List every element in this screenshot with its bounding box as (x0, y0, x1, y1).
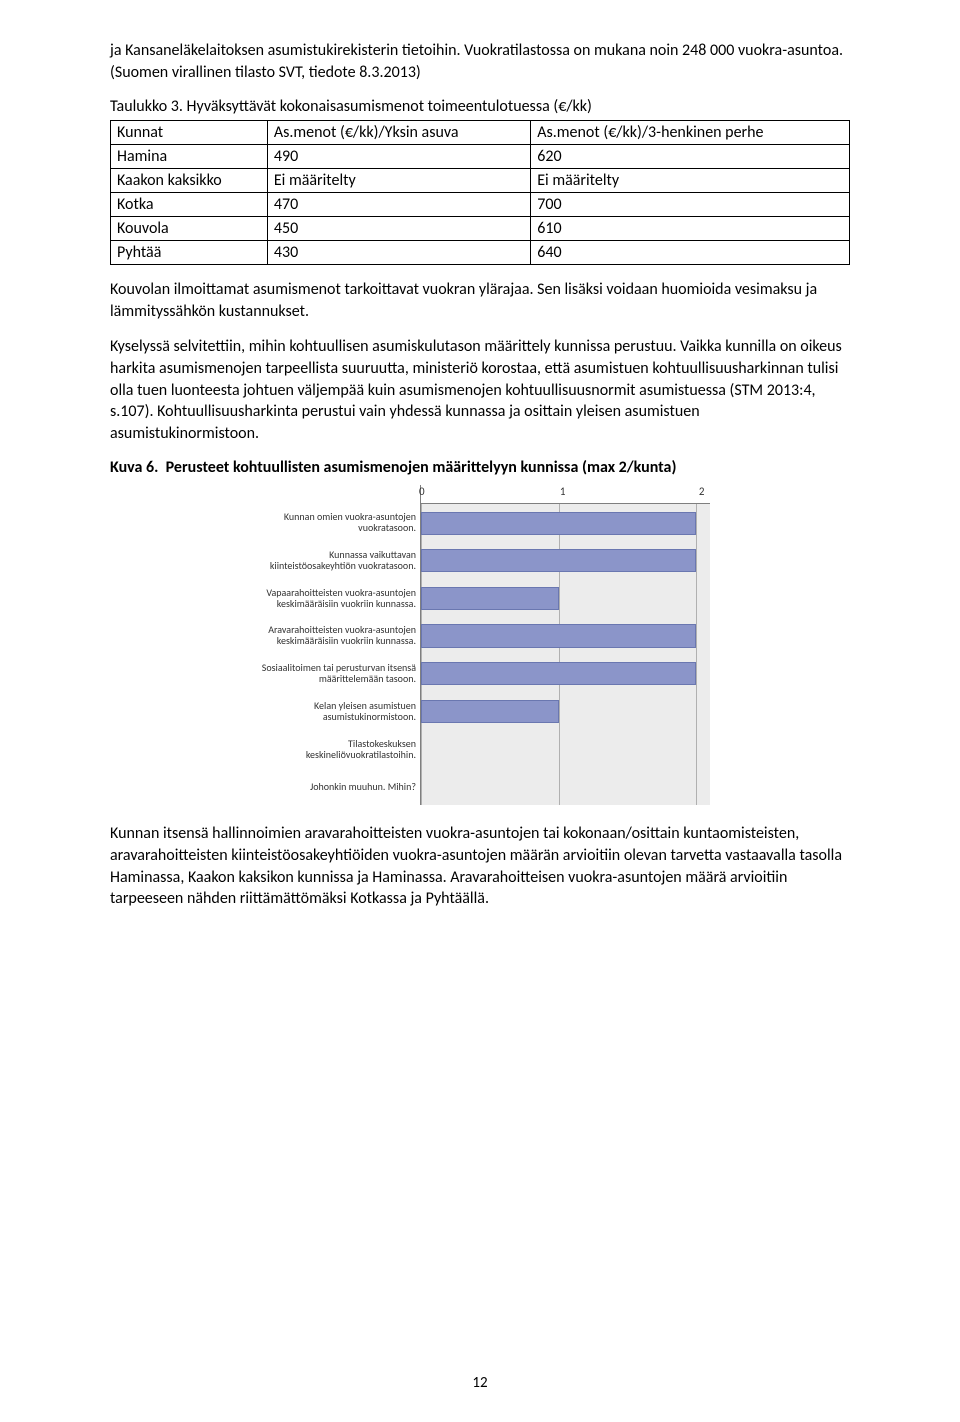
table-cell: Ei määritelty (267, 169, 530, 193)
table-cell: Hamina (111, 145, 268, 169)
table-cell: Ei määritelty (531, 169, 850, 193)
table-cell: Kouvola (111, 217, 268, 241)
bar (421, 624, 696, 647)
bar-row (421, 655, 710, 693)
body-paragraph: Kunnan itsensä hallinnoimien aravarahoit… (110, 823, 850, 909)
table-cell: 450 (267, 217, 530, 241)
y-category-label: Sosiaalitoimen tai perusturvan itsensä m… (250, 654, 420, 692)
table-row: Kaakon kaksikkoEi määriteltyEi määritelt… (111, 169, 850, 193)
bar-row (421, 580, 710, 618)
bar-row (421, 730, 710, 768)
bar-row (421, 504, 710, 542)
table-header-row: Kunnat As.menot (€/kk)/Yksin asuva As.me… (111, 121, 850, 145)
data-table: Kunnat As.menot (€/kk)/Yksin asuva As.me… (110, 120, 850, 265)
figure-title: Kuva 6. Perusteet kohtuullisten asumisme… (110, 458, 850, 477)
table-header-cell: Kunnat (111, 121, 268, 145)
table-cell: Kaakon kaksikko (111, 169, 268, 193)
intro-paragraph: ja Kansaneläkelaitoksen asumistukirekist… (110, 40, 850, 83)
bar-row (421, 617, 710, 655)
x-tick-label: 1 (560, 485, 566, 503)
table-row: Kotka470700 (111, 193, 850, 217)
body-paragraph: Kyselyssä selvitettiin, mihin kohtuullis… (110, 336, 850, 444)
y-category-label: Johonkin muuhun. Mihin? (250, 768, 420, 806)
bar (421, 700, 559, 723)
chart-y-labels: Kunnan omien vuokra-asuntojen vuokrataso… (250, 485, 421, 805)
horizontal-bar-chart: Kunnan omien vuokra-asuntojen vuokrataso… (250, 485, 710, 805)
bar-row (421, 768, 710, 806)
y-category-label: Vapaarahoitteisten vuokra-asuntojen kesk… (250, 579, 420, 617)
y-category-label: Aravarahoitteisten vuokra-asuntojen kesk… (250, 617, 420, 655)
chart-plot-area (421, 503, 710, 805)
figure-title-prefix: Kuva 6. (110, 458, 158, 477)
bar-row (421, 692, 710, 730)
bar (421, 587, 559, 610)
table-header-cell: As.menot (€/kk)/3-henkinen perhe (531, 121, 850, 145)
chart-x-axis: 0 1 2 (421, 485, 710, 503)
table-row: Hamina490620 (111, 145, 850, 169)
figure-title-text: Perusteet kohtuullisten asumismenojen mä… (166, 458, 677, 477)
table-cell: 700 (531, 193, 850, 217)
table-row: Kouvola450610 (111, 217, 850, 241)
table-cell: Kotka (111, 193, 268, 217)
y-category-label: Tilastokeskuksen keskineliövuokratilasto… (250, 730, 420, 768)
bar (421, 662, 696, 685)
table-title: Taulukko 3. Hyväksyttävät kokonaisasumis… (110, 97, 850, 116)
table-cell: Pyhtää (111, 241, 268, 265)
y-category-label: Kunnan omien vuokra-asuntojen vuokrataso… (250, 503, 420, 541)
table-cell: 430 (267, 241, 530, 265)
bar (421, 549, 696, 572)
x-tick-label: 0 (419, 485, 425, 503)
bar-row (421, 542, 710, 580)
table-cell: 620 (531, 145, 850, 169)
table-cell: 490 (267, 145, 530, 169)
axis-spacer (250, 485, 420, 503)
table-cell: 640 (531, 241, 850, 265)
table-cell: 610 (531, 217, 850, 241)
page-number: 12 (0, 1374, 960, 1392)
y-category-label: Kelan yleisen asumistuen asumistukinormi… (250, 692, 420, 730)
x-tick-label: 2 (699, 485, 705, 503)
chart-container: Kunnan omien vuokra-asuntojen vuokrataso… (250, 485, 710, 805)
bar (421, 512, 696, 535)
body-paragraph: Kouvolan ilmoittamat asumismenot tarkoit… (110, 279, 850, 322)
table-row: Pyhtää430640 (111, 241, 850, 265)
chart-plot: 0 1 2 (421, 485, 710, 805)
table-cell: 470 (267, 193, 530, 217)
y-category-label: Kunnassa vaikuttavan kiinteistöosakeyhti… (250, 541, 420, 579)
table-header-cell: As.menot (€/kk)/Yksin asuva (267, 121, 530, 145)
